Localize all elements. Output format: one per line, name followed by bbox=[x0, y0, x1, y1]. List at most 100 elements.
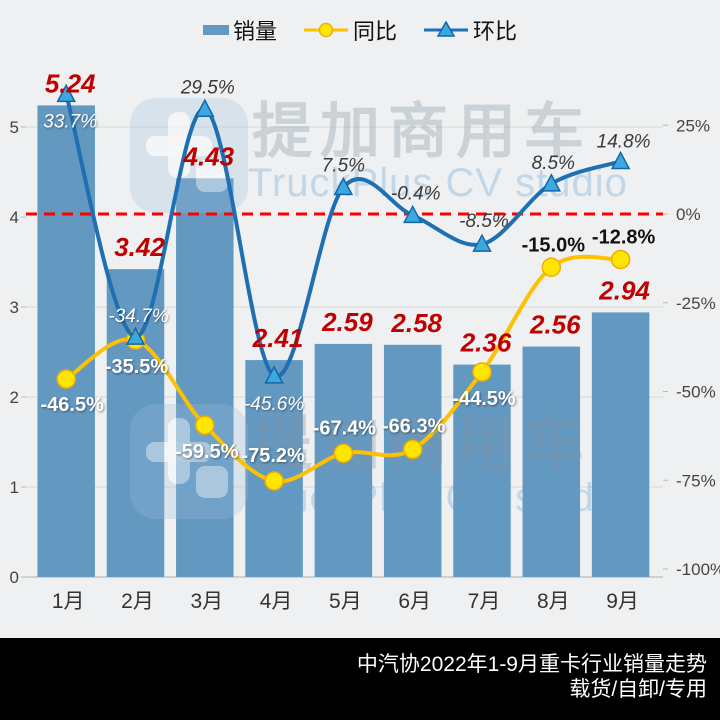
yoy-marker bbox=[333, 443, 354, 464]
mom-data-label: 14.8% bbox=[597, 131, 651, 152]
left-axis-tick: 2 bbox=[10, 388, 19, 407]
yoy-marker bbox=[56, 369, 76, 389]
left-axis-tick: 3 bbox=[10, 298, 19, 317]
sales-bar bbox=[245, 360, 303, 577]
month-label: 4月 bbox=[260, 590, 293, 613]
month-label: 3月 bbox=[190, 590, 223, 613]
month-label: 6月 bbox=[398, 590, 431, 613]
axes: 0 1 2 3 4 5 25% 0% -25% -50% -75% -100% bbox=[10, 116, 720, 587]
yoy-data-label: -35.5% bbox=[105, 356, 169, 378]
month-label: 9月 bbox=[606, 590, 639, 613]
sales-bar bbox=[383, 344, 442, 577]
mom-line bbox=[56, 83, 631, 384]
mom-data-label: 7.5% bbox=[322, 155, 365, 176]
left-axis-tick: 4 bbox=[10, 208, 19, 227]
right-axis-tick: 25% bbox=[676, 116, 710, 135]
sales-bar bbox=[176, 178, 234, 578]
right-axis-tick: -100% bbox=[676, 560, 720, 579]
truckplus-logo-icon bbox=[130, 404, 248, 519]
left-axis-tick: 1 bbox=[10, 478, 19, 497]
yoy-labels: -46.5%-35.5% -59.5% -75.2% -67.4% -66.3% -44.… bbox=[41, 226, 656, 467]
sales-bars bbox=[37, 105, 650, 578]
yoy-marker bbox=[402, 439, 423, 460]
yoy-marker bbox=[472, 362, 492, 382]
caption-band: 中汽协2022年1-9月重卡行业销量走势 载货/自卸/专用 bbox=[0, 638, 720, 720]
sales-bar-labels: 5.24 3.42 4.43 2.41 2.59 2.58 2.36 2.56 2.94 bbox=[45, 68, 651, 357]
line-circle-swatch-icon bbox=[303, 22, 348, 38]
sales-bar bbox=[591, 312, 650, 577]
mom-marker bbox=[264, 365, 284, 384]
yoy-line bbox=[56, 249, 631, 491]
caption-title: 中汽协2022年1-9月重卡行业销量走势 bbox=[356, 653, 707, 676]
sales-bar bbox=[522, 346, 581, 577]
yoy-data-label: -75.2% bbox=[241, 445, 305, 467]
sales-value-label: 2.41 bbox=[252, 323, 304, 353]
watermark-sub-text: TruckPlus CV studio bbox=[248, 161, 628, 205]
mom-data-label: 8.5% bbox=[532, 153, 575, 174]
yoy-marker bbox=[541, 257, 562, 277]
chart-legend: 销量 同比 环比 bbox=[0, 12, 720, 48]
legend-label-yoy: 同比 bbox=[352, 19, 397, 44]
month-label: 1月 bbox=[52, 590, 85, 613]
mom-marker bbox=[195, 98, 215, 118]
mom-data-label: -45.6% bbox=[244, 394, 304, 415]
x-axis-labels: 1月 2月 3月 4月 5月 6月 7月 8月 9月 bbox=[52, 590, 639, 613]
legend-item-mom: 环比 bbox=[423, 14, 517, 46]
yoy-data-label: -59.5% bbox=[175, 441, 239, 463]
sales-value-label: 2.56 bbox=[529, 310, 581, 340]
month-label: 5月 bbox=[329, 590, 362, 613]
sales-value-label: 5.24 bbox=[45, 68, 96, 98]
yoy-data-label: -66.3% bbox=[382, 415, 446, 437]
legend-label-mom: 环比 bbox=[473, 19, 518, 44]
mom-labels: 33.7% -34.7% 29.5% -45.6% 7.5% -0.4% -8.5% 8.5%… bbox=[43, 77, 650, 415]
legend-item-sales: 销量 bbox=[202, 14, 277, 46]
sales-value-label: 3.42 bbox=[114, 232, 165, 262]
month-label: 8月 bbox=[537, 590, 570, 613]
line-triangle-swatch-icon bbox=[424, 21, 468, 37]
yoy-data-label: -12.8% bbox=[592, 226, 656, 248]
yoy-data-label: -67.4% bbox=[313, 417, 377, 439]
yoy-marker bbox=[195, 415, 215, 435]
legend-item-yoy: 同比 bbox=[303, 14, 397, 46]
watermark-brand-text: 提加商用车 bbox=[252, 98, 592, 165]
mom-data-label: -34.7% bbox=[108, 306, 168, 327]
sales-value-label: 2.58 bbox=[390, 308, 442, 338]
left-axis-tick: 5 bbox=[10, 118, 19, 137]
right-axis-tick: 0% bbox=[676, 205, 701, 224]
mom-data-label: -0.4% bbox=[391, 183, 441, 204]
combo-chart: 01234525%0%-25%-50%-75%-100%提加商用车TruckPl… bbox=[10, 68, 720, 613]
sales-value-label: 2.36 bbox=[460, 328, 512, 358]
yoy-marker bbox=[610, 249, 631, 270]
legend-label-sales: 销量 bbox=[232, 19, 277, 44]
caption-subtitle: 载货/自卸/专用 bbox=[569, 678, 707, 701]
watermark-sub-text: TruckPlus CV studio bbox=[248, 476, 628, 520]
right-axis-tick: -25% bbox=[676, 294, 716, 313]
mom-marker bbox=[56, 83, 76, 103]
mom-marker bbox=[541, 173, 562, 192]
yoy-data-label: -44.5% bbox=[452, 388, 516, 410]
month-label: 7月 bbox=[468, 590, 501, 613]
mom-marker bbox=[333, 176, 354, 196]
mom-data-label: 29.5% bbox=[180, 77, 235, 98]
mom-marker bbox=[125, 326, 146, 345]
sales-value-label: 2.94 bbox=[598, 275, 650, 305]
month-label: 2月 bbox=[121, 590, 154, 613]
mom-marker bbox=[402, 204, 423, 224]
yoy-data-label: -15.0% bbox=[522, 234, 586, 256]
mom-data-label: 33.7% bbox=[43, 111, 97, 132]
bar-swatch-icon bbox=[202, 25, 229, 35]
yoy-marker bbox=[264, 471, 284, 491]
sales-value-label: 4.43 bbox=[182, 141, 234, 171]
left-axis-tick: 0 bbox=[10, 568, 19, 587]
right-axis-tick: -50% bbox=[676, 383, 716, 402]
right-axis-tick: -75% bbox=[676, 471, 716, 490]
sales-value-label: 2.59 bbox=[321, 307, 373, 337]
mom-marker bbox=[472, 233, 492, 252]
yoy-data-label: -46.5% bbox=[41, 394, 105, 416]
mom-marker bbox=[610, 150, 631, 170]
mom-data-label: -8.5% bbox=[459, 211, 509, 232]
sales-bar bbox=[106, 269, 165, 577]
